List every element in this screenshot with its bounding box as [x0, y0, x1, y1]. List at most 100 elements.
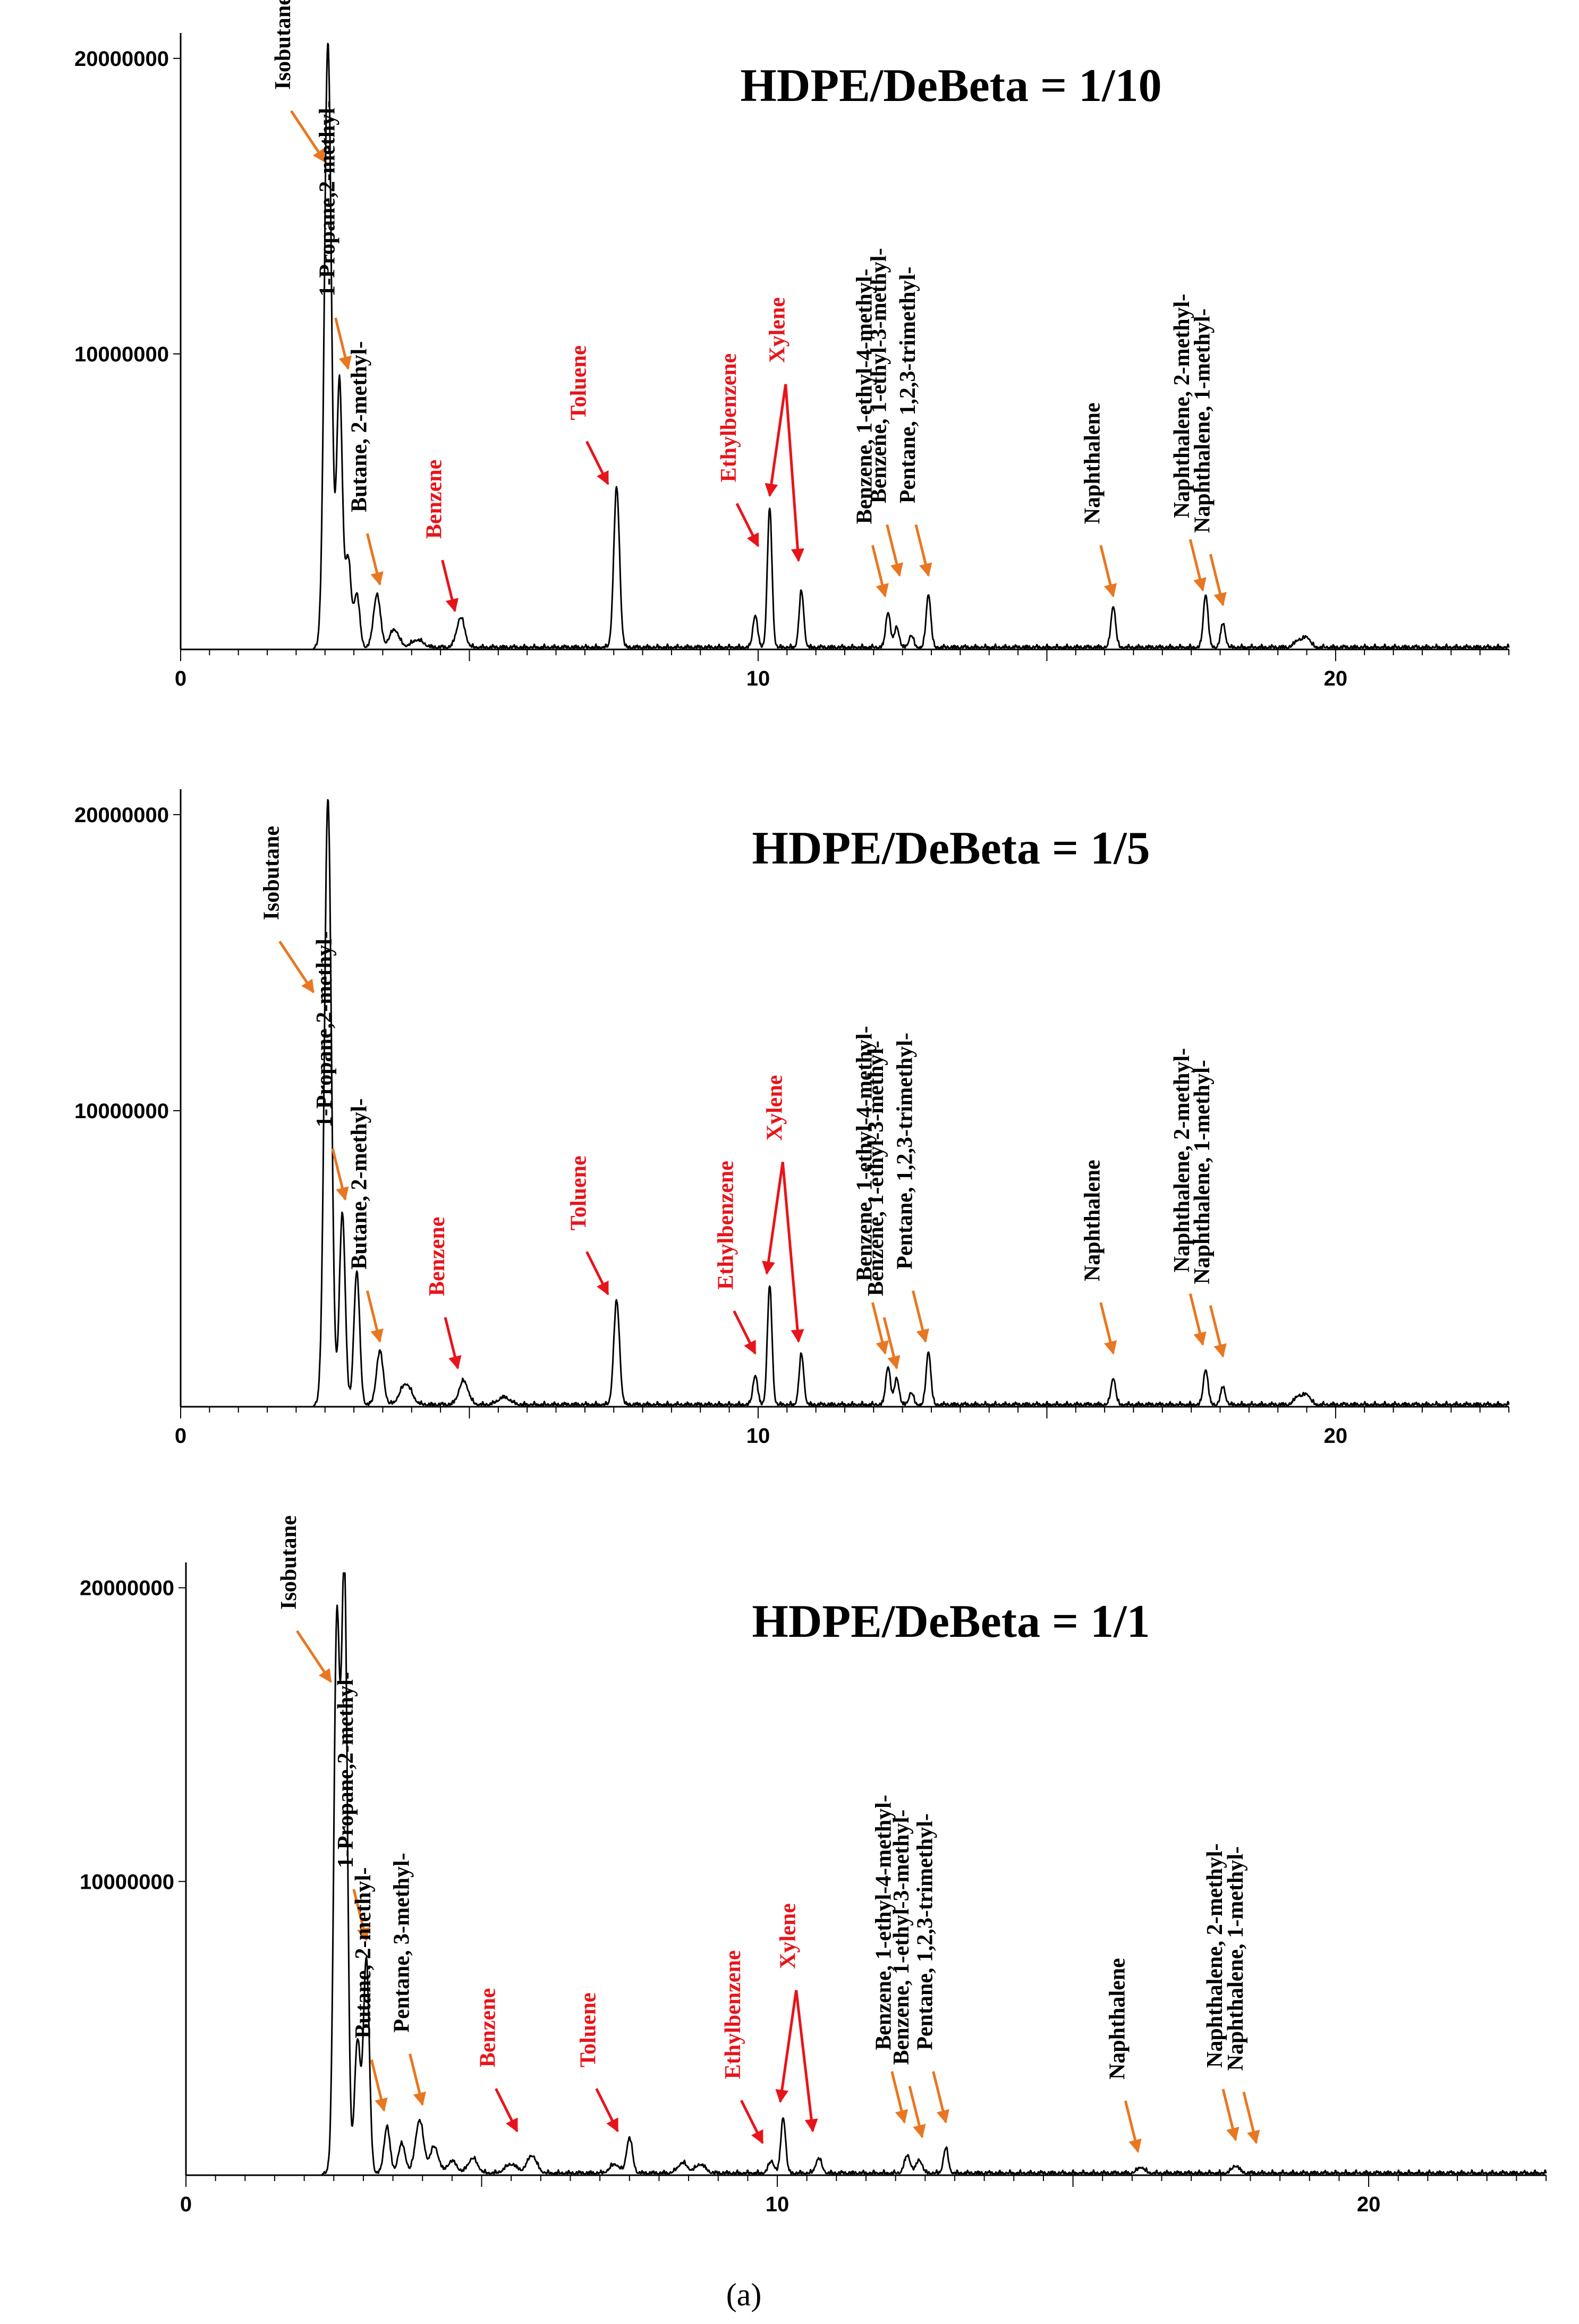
figure-caption: (a)	[726, 2277, 762, 2312]
annotation-arrow	[1124, 2100, 1142, 2153]
annotation-arrow	[441, 560, 459, 613]
annotation-arrow	[882, 1317, 901, 1370]
peak-label-xylene: Xylene	[762, 1075, 787, 1141]
peak-label-pentane-1-2-3-trimethyl: Pentane, 1,2,3-trimethyl-	[893, 1033, 917, 1270]
peak-label-isobutane: Isobutane	[271, 0, 295, 90]
peak-label-naphthalene-2-methyl: Naphthalene, 2-methyl-	[1170, 1048, 1194, 1272]
y-tick-label: 20000000	[80, 1577, 174, 1600]
peak-label-isobutane: Isobutane	[277, 1515, 301, 1609]
annotation-arrow	[366, 1290, 384, 1343]
peak-label-benzene-1-ethyl-3-methyl: Benzene, 1-ethyl-3-methyl-	[864, 1041, 888, 1296]
annotation-arrow	[1209, 554, 1227, 607]
x-tick-label: 10	[746, 667, 770, 690]
annotation-arrow	[886, 524, 903, 577]
annotation-arrow	[585, 441, 609, 485]
y-tick-label: 10000000	[74, 1100, 169, 1123]
peak-label-toluene: Toluene	[576, 1992, 601, 2067]
peak-label-benzene: Benzene	[425, 1217, 449, 1296]
x-tick-label: 0	[180, 2193, 192, 2216]
annotation-arrow	[740, 2100, 764, 2144]
annotation-arrow	[495, 2088, 519, 2133]
chromatogram-trace	[185, 1572, 1547, 2176]
peak-label-toluene: Toluene	[566, 1155, 591, 1230]
annotation-arrow	[290, 110, 326, 163]
peak-label-benzene: Benzene	[476, 1988, 500, 2067]
peak-label-butane-2-methyl: Butane, 2-methyl-	[347, 1098, 371, 1270]
peak-label-1-propane-2-methyl: 1-Propane,2-methyl-	[334, 1672, 358, 1868]
annotation-arrow	[781, 1162, 804, 1343]
peak-label-naphthalene: Naphthalene	[1081, 402, 1105, 524]
peak-label-naphthalene-1-methyl: Naphthalene, 1-methyl-	[1190, 309, 1215, 533]
peak-label-naphthalene-2-methyl: Naphthalene, 2-methyl-	[1203, 1844, 1227, 2068]
peak-label-ethylbenzene: Ethylbenzene	[717, 353, 741, 483]
peak-label-pentane-1-2-3-trimethyl: Pentane, 1,2,3-trimethyl-	[896, 267, 920, 504]
peak-label-benzene-1-ethyl-4-methyl: Benzene, 1-ethyl-4-methyl-	[852, 269, 877, 525]
annotation-arrow	[595, 2088, 619, 2133]
annotation-arrow	[334, 317, 352, 370]
chart-title: HDPE/DeBeta = 1/1	[752, 1596, 1150, 1647]
peak-label-naphthalene-2-methyl: Naphthalene, 2-methyl-	[1170, 294, 1194, 518]
peak-label-benzene-1-ethyl-3-methyl: Benzene, 1-ethyl-3-methyl-	[867, 248, 892, 504]
annotation-arrow	[871, 1302, 889, 1355]
annotation-arrow	[912, 1290, 929, 1343]
peak-label-1-propane-2-methyl: 1-Propane,2-methyl-	[312, 931, 337, 1127]
annotation-arrow	[1221, 2089, 1240, 2142]
peak-label-butane-2-methyl: Butane, 2-methyl-	[347, 341, 371, 512]
annotation-arrow	[871, 545, 889, 598]
peak-label-naphthalene: Naphthalene	[1081, 1160, 1105, 1281]
annotation-arrow	[295, 1630, 332, 1683]
annotation-arrow	[1209, 1305, 1227, 1358]
x-tick-label: 20	[1357, 2193, 1381, 2216]
peak-label-ethylbenzene: Ethylbenzene	[714, 1161, 738, 1290]
peak-label-xylene: Xylene	[776, 1903, 801, 1969]
annotation-arrow	[331, 1148, 349, 1201]
peak-label-benzene-1-ethyl-4-methyl: Benzene, 1-ethyl-4-methyl-	[872, 1795, 896, 2050]
annotation-arrow	[784, 384, 804, 562]
chart-title: HDPE/DeBeta = 1/10	[740, 60, 1161, 112]
annotation-arrow	[765, 384, 787, 497]
peak-label-pentane-3-methyl: Pentane, 3-methyl-	[390, 1853, 414, 2032]
y-tick-label: 20000000	[74, 804, 169, 827]
annotation-arrow	[1242, 2091, 1260, 2144]
peak-label-naphthalene: Naphthalene	[1105, 1958, 1130, 2080]
annotation-arrow	[932, 2071, 949, 2124]
annotation-arrow	[1189, 1293, 1207, 1346]
peak-label-pentane-1-2-3-trimethyl: Pentane, 1,2,3-trimethyl-	[913, 1813, 938, 2050]
peak-label-xylene: Xylene	[766, 297, 790, 363]
chart-title: HDPE/DeBeta = 1/5	[752, 823, 1150, 874]
annotation-arrow	[278, 940, 315, 994]
chromatogram-trace	[180, 43, 1510, 650]
annotation-arrow	[1099, 545, 1117, 598]
peak-label-butane-2-methyl: Butane, 2-methyl-	[351, 1867, 376, 2039]
peak-label-benzene: Benzene	[422, 460, 447, 539]
annotation-arrow	[352, 1889, 370, 1942]
y-tick-label: 20000000	[74, 47, 169, 71]
peak-label-benzene-1-ethyl-3-methyl: Benzene, 1-ethyl-3-methyl-	[889, 1810, 914, 2065]
peak-label-benzene-1-ethyl-4-methyl: Benzene, 1-ethyl-4-methyl-	[852, 1026, 877, 1281]
x-tick-label: 10	[766, 2193, 790, 2216]
x-tick-label: 20	[1324, 667, 1348, 690]
annotation-arrow	[735, 503, 760, 547]
x-tick-label: 10	[746, 1424, 770, 1448]
peak-label-naphthalene-1-methyl: Naphthalene, 1-methyl-	[1190, 1060, 1215, 1284]
annotation-arrow	[795, 1990, 818, 2133]
chromatogram-panel-1-5: 0 10 20 10000000 20000000 HDPE/DeBeta = 1/5 Is…	[74, 789, 1510, 1448]
annotation-arrow	[733, 1310, 757, 1355]
x-tick-label: 0	[175, 1424, 186, 1448]
annotation-arrow	[762, 1161, 784, 1275]
peak-label-isobutane: Isobutane	[259, 826, 284, 920]
annotation-arrow	[775, 1990, 798, 2103]
annotation-arrow	[908, 2085, 926, 2139]
annotation-arrow	[914, 524, 932, 577]
x-tick-label: 20	[1324, 1424, 1348, 1448]
chromatogram-panel-1-1: 0 10 20 10000000 20000000 HDPE/DeBeta = 1/1 Is…	[80, 1515, 1547, 2216]
annotation-arrow	[444, 1317, 462, 1370]
peak-label-1-propane-2-methyl: 1-Propane,2-methyl-	[316, 100, 340, 297]
annotation-arrow	[409, 2053, 426, 2106]
chromatogram-panel-1-10: 0 10 20 10000000 20000000 HDPE/DeBeta = 1/10 I…	[74, 0, 1510, 690]
annotation-arrow	[1099, 1302, 1117, 1355]
y-tick-label: 10000000	[74, 343, 169, 366]
annotation-arrow	[890, 2071, 909, 2124]
y-tick-label: 10000000	[80, 1870, 174, 1894]
